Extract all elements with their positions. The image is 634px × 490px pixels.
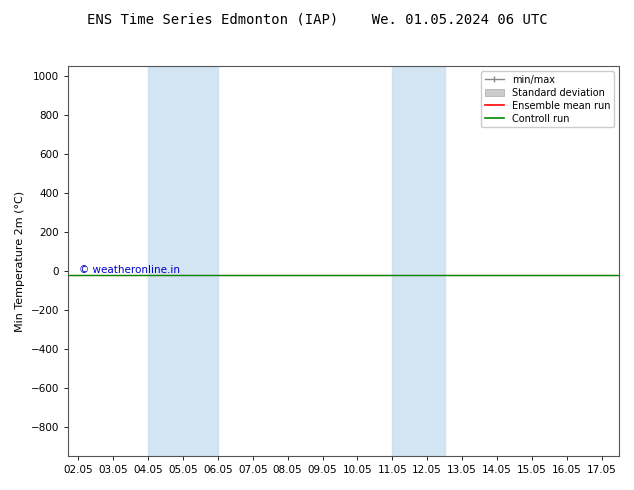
Bar bbox=[148, 66, 218, 456]
Text: © weatheronline.in: © weatheronline.in bbox=[79, 265, 180, 275]
Bar bbox=[392, 66, 444, 456]
Legend: min/max, Standard deviation, Ensemble mean run, Controll run: min/max, Standard deviation, Ensemble me… bbox=[481, 71, 614, 127]
Text: ENS Time Series Edmonton (IAP)    We. 01.05.2024 06 UTC: ENS Time Series Edmonton (IAP) We. 01.05… bbox=[87, 12, 547, 26]
Y-axis label: Min Temperature 2m (°C): Min Temperature 2m (°C) bbox=[15, 191, 25, 332]
